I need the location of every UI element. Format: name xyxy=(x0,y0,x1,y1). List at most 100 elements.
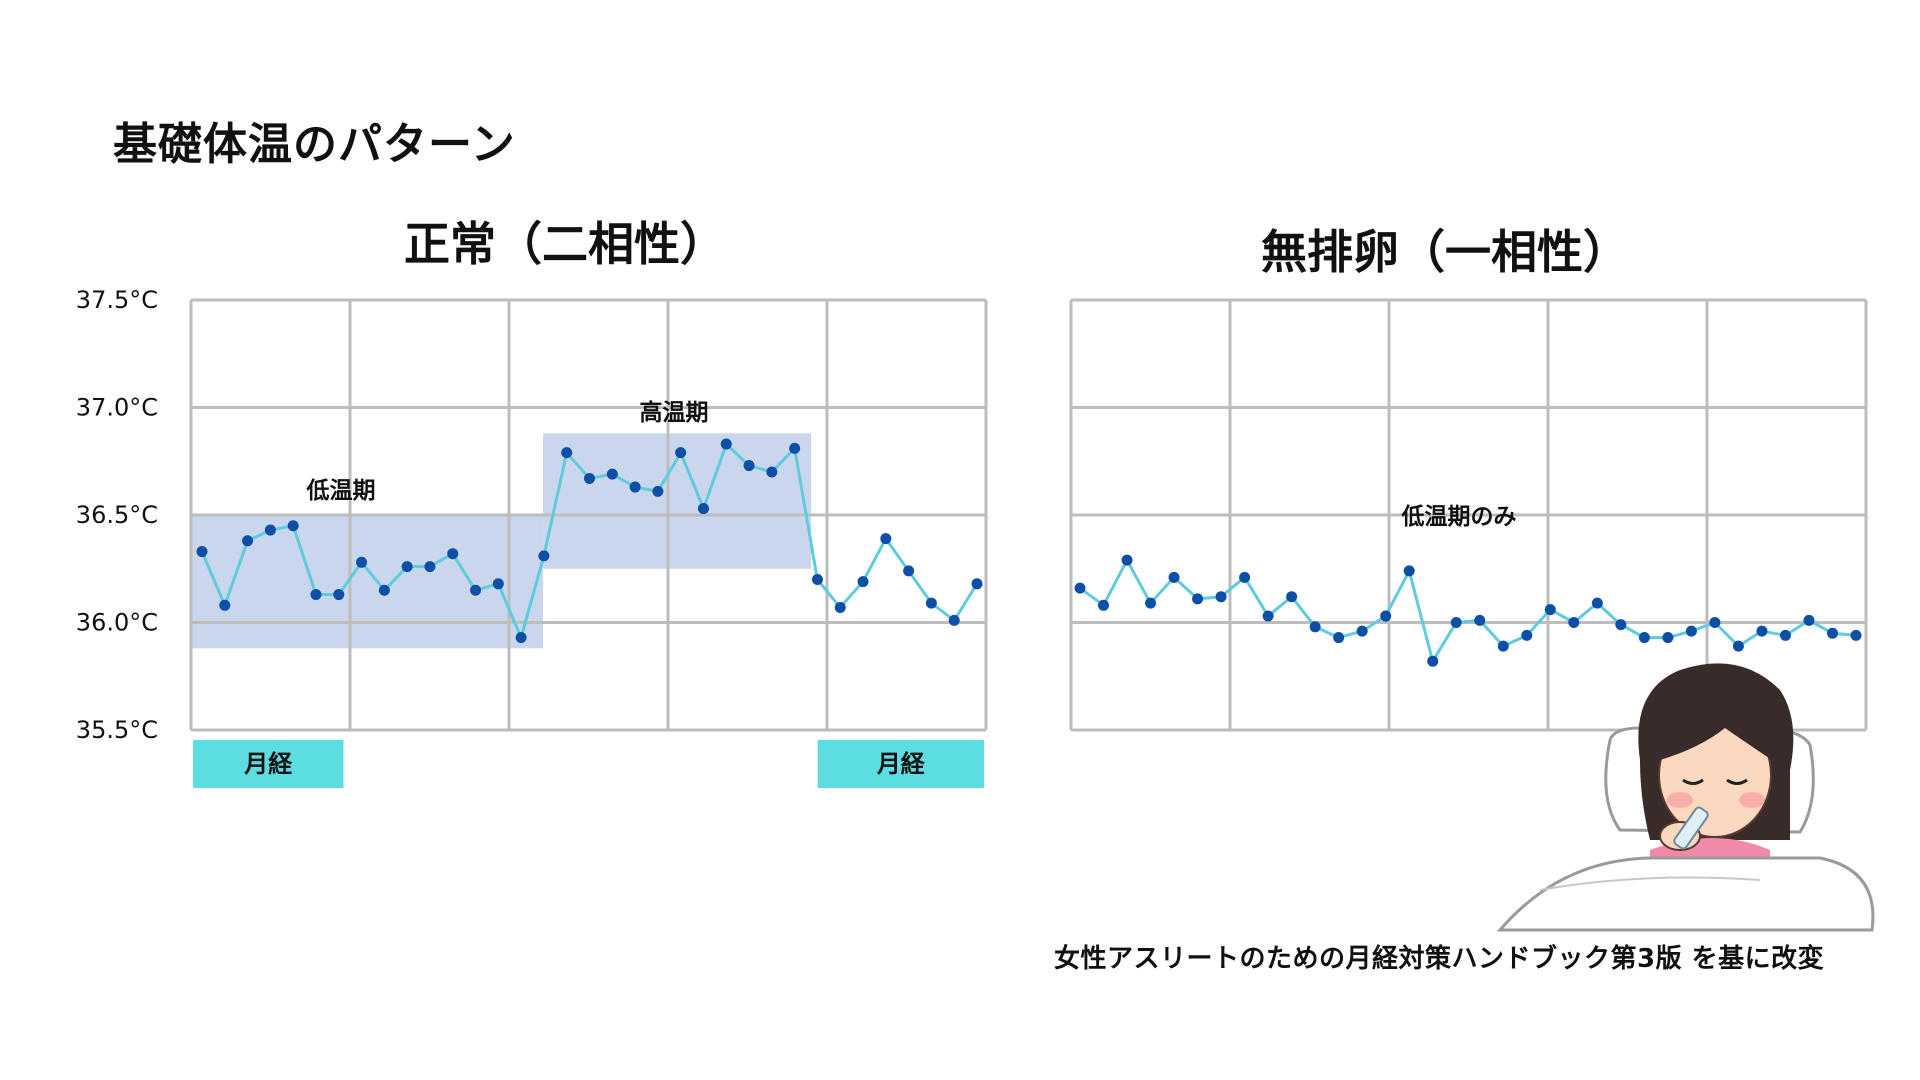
data-point xyxy=(1215,591,1227,603)
data-point xyxy=(424,561,436,573)
data-point xyxy=(971,578,983,590)
data-point xyxy=(1074,582,1086,594)
data-point xyxy=(1826,627,1838,639)
data-point xyxy=(1850,629,1862,641)
data-point xyxy=(401,561,413,573)
grid xyxy=(189,298,988,732)
data-point xyxy=(1121,554,1133,566)
menses-label: 月経 xyxy=(876,750,926,778)
data-point xyxy=(310,589,322,601)
data-point xyxy=(1732,640,1744,652)
data-point xyxy=(515,632,527,644)
y-tick-label: 37.0°C xyxy=(76,394,158,422)
data-point xyxy=(1403,565,1415,577)
data-point xyxy=(447,548,459,560)
data-point xyxy=(1333,632,1345,644)
phase-label: 高温期 xyxy=(640,399,709,426)
y-tick-label: 36.5°C xyxy=(76,501,158,529)
data-point xyxy=(1521,629,1533,641)
data-point xyxy=(1262,610,1274,622)
data-point xyxy=(720,438,732,450)
data-point xyxy=(948,614,960,626)
blanket-fold xyxy=(1539,876,1761,891)
data-point xyxy=(1450,617,1462,628)
blanket xyxy=(1496,856,1875,932)
y-tick-label: 37.5°C xyxy=(76,286,158,314)
data-point xyxy=(903,565,915,577)
eye-left xyxy=(1682,778,1704,785)
data-point xyxy=(470,584,482,596)
data-point xyxy=(697,503,709,515)
chart-2: 無排卵（一相性） 低温期のみ xyxy=(1069,225,1868,732)
data-point xyxy=(1427,655,1439,667)
menses-label: 月経 xyxy=(243,750,293,778)
bangs xyxy=(1660,701,1773,760)
chart-1: 正常（二相性） 37.5°C 37.0°C 36.5°C 36.0°C 35.5°C 低温期… xyxy=(76,217,988,788)
data-point xyxy=(880,533,892,545)
data-point xyxy=(538,550,550,562)
data-point xyxy=(811,574,823,585)
data-point xyxy=(1756,625,1768,637)
data-point xyxy=(492,578,504,590)
data-point xyxy=(1145,597,1157,609)
chart-title: 無排卵（一相性） xyxy=(1261,225,1629,279)
data-point xyxy=(1615,619,1627,631)
data-point xyxy=(743,460,755,472)
data-point xyxy=(629,481,641,493)
data-point xyxy=(242,535,254,547)
data-point xyxy=(606,468,618,480)
cheek xyxy=(1667,792,1693,808)
data-point xyxy=(1638,632,1650,644)
data-point xyxy=(925,597,937,609)
y-tick-label: 35.5°C xyxy=(76,716,158,744)
chart-title: 正常（二相性） xyxy=(404,217,726,271)
eye-right xyxy=(1726,778,1748,785)
data-point xyxy=(1497,640,1509,652)
menses-band xyxy=(817,740,984,788)
data-point xyxy=(287,520,299,532)
data-point xyxy=(1591,597,1603,609)
phase-label: 低温期のみ xyxy=(1401,504,1517,530)
data-point xyxy=(1803,614,1815,626)
y-tick-label: 36.0°C xyxy=(76,609,158,637)
menses-band xyxy=(193,740,344,788)
data-point xyxy=(1568,617,1580,628)
data-point xyxy=(1286,591,1298,603)
data-point xyxy=(1239,571,1251,583)
data-point xyxy=(789,442,801,454)
data-point xyxy=(1168,571,1180,583)
temperature-line xyxy=(1079,558,1857,663)
data-point xyxy=(219,599,231,611)
thermometer xyxy=(1673,806,1709,850)
phase-band xyxy=(191,515,544,649)
data-point xyxy=(1662,632,1674,644)
cheek xyxy=(1739,792,1765,808)
data-point xyxy=(675,447,687,459)
data-point xyxy=(1685,625,1697,637)
data-point xyxy=(561,447,573,459)
data-point xyxy=(652,485,664,497)
data-point xyxy=(264,524,276,536)
data-point xyxy=(766,466,778,478)
data-point xyxy=(1474,614,1486,626)
source-credit: 女性アスリートのための月経対策ハンドブック第3版 を基に改変 xyxy=(1054,944,1825,974)
data-point xyxy=(378,584,390,596)
data-point xyxy=(1098,599,1110,611)
data-point xyxy=(1709,617,1721,628)
data-point xyxy=(857,576,869,588)
data-point xyxy=(1192,593,1204,605)
phase-label: 低温期 xyxy=(306,478,376,504)
data-point xyxy=(584,472,595,484)
page-title: 基礎体温のパターン xyxy=(113,119,516,170)
woman-in-bed-illustration xyxy=(1496,663,1875,932)
menses-bar: 月経 xyxy=(193,740,344,788)
menses-bar: 月経 xyxy=(817,740,984,788)
data-point xyxy=(1380,610,1392,622)
data-point xyxy=(356,556,368,568)
data-point xyxy=(834,601,846,613)
data-point xyxy=(333,589,345,601)
data-point xyxy=(1309,621,1321,633)
data-point xyxy=(1544,604,1556,616)
data-point xyxy=(1779,629,1791,641)
